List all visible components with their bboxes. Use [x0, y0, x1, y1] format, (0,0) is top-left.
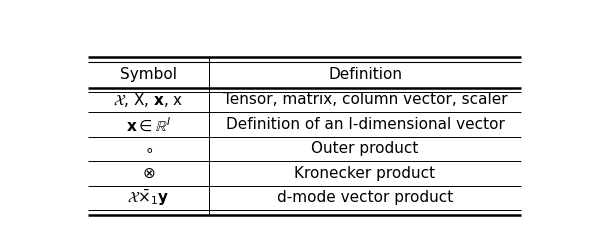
Text: Kronecker product: Kronecker product [295, 166, 435, 181]
Text: d-mode vector product: d-mode vector product [277, 190, 453, 205]
Text: Symbol: Symbol [120, 67, 177, 82]
Text: Definition: Definition [328, 67, 402, 82]
Text: Definition of an I-dimensional vector: Definition of an I-dimensional vector [226, 117, 504, 132]
Text: $\mathcal{X}$, X, $\mathbf{x}$, x: $\mathcal{X}$, X, $\mathbf{x}$, x [113, 91, 184, 109]
Text: $\circ$: $\circ$ [144, 141, 153, 156]
Text: $\mathbf{x} \in \mathbb{R}^{I}$: $\mathbf{x} \in \mathbb{R}^{I}$ [126, 116, 171, 133]
Text: Tensor, matrix, column vector, scaler: Tensor, matrix, column vector, scaler [223, 93, 507, 107]
Text: $\mathcal{X}\bar{\times}_1 \mathbf{y}$: $\mathcal{X}\bar{\times}_1 \mathbf{y}$ [128, 188, 170, 208]
Text: $\otimes$: $\otimes$ [142, 166, 155, 181]
Text: Outer product: Outer product [311, 141, 419, 156]
